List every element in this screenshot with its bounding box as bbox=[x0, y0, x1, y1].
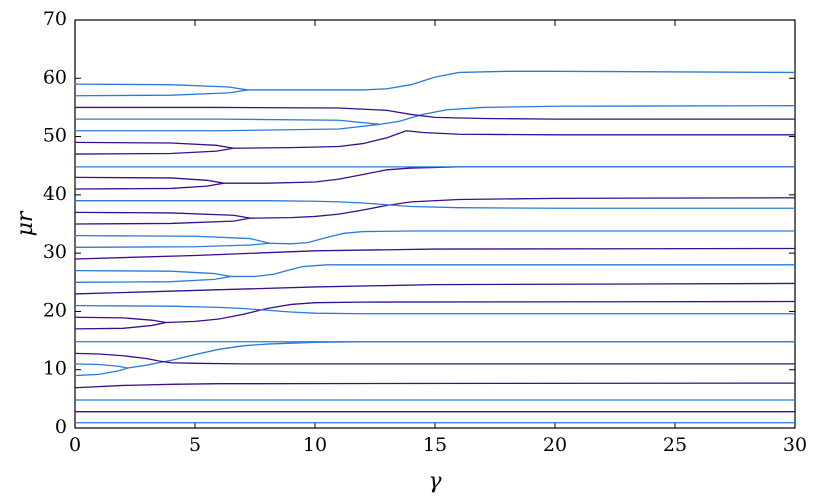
x-tick-label: 30 bbox=[783, 434, 807, 456]
curve bbox=[74, 83, 248, 91]
curve bbox=[74, 352, 795, 365]
curve bbox=[75, 105, 796, 132]
y-tick-label: 20 bbox=[43, 299, 67, 321]
curve bbox=[74, 304, 795, 315]
y-tick-label: 10 bbox=[43, 358, 67, 380]
y-tick-label: 60 bbox=[43, 66, 67, 88]
curve bbox=[74, 141, 234, 149]
x-tick-label: 0 bbox=[69, 434, 81, 456]
curve bbox=[74, 363, 128, 369]
x-tick-label: 10 bbox=[303, 434, 327, 456]
x-axis-label: γ bbox=[428, 469, 442, 494]
curve bbox=[74, 230, 795, 248]
y-tick-label: 30 bbox=[43, 241, 67, 263]
curve bbox=[75, 118, 380, 125]
curve bbox=[74, 176, 224, 184]
curve bbox=[74, 197, 796, 225]
x-tick-label: 20 bbox=[543, 434, 567, 456]
curve bbox=[74, 130, 795, 155]
curve bbox=[74, 211, 251, 219]
curve bbox=[75, 200, 795, 209]
plot-frame bbox=[74, 19, 796, 429]
curve bbox=[74, 235, 270, 244]
curve bbox=[74, 264, 795, 283]
curve bbox=[74, 300, 796, 330]
x-tick-label: 25 bbox=[663, 434, 687, 456]
y-axis-label: μr bbox=[13, 210, 38, 236]
curve bbox=[74, 341, 795, 377]
y-tick-label: 50 bbox=[43, 125, 67, 147]
y-tick-label: 40 bbox=[43, 183, 67, 205]
curve bbox=[75, 106, 795, 120]
y-tick-label: 0 bbox=[55, 416, 67, 438]
curve bbox=[74, 316, 167, 324]
x-tick-label: 5 bbox=[189, 434, 201, 456]
curve bbox=[74, 269, 232, 278]
curve bbox=[74, 247, 796, 260]
curve bbox=[74, 382, 796, 389]
curve bbox=[74, 70, 796, 97]
x-tick-label: 15 bbox=[423, 434, 447, 456]
y-tick-label: 70 bbox=[43, 8, 67, 30]
curve bbox=[74, 282, 796, 295]
curve bbox=[74, 166, 795, 190]
